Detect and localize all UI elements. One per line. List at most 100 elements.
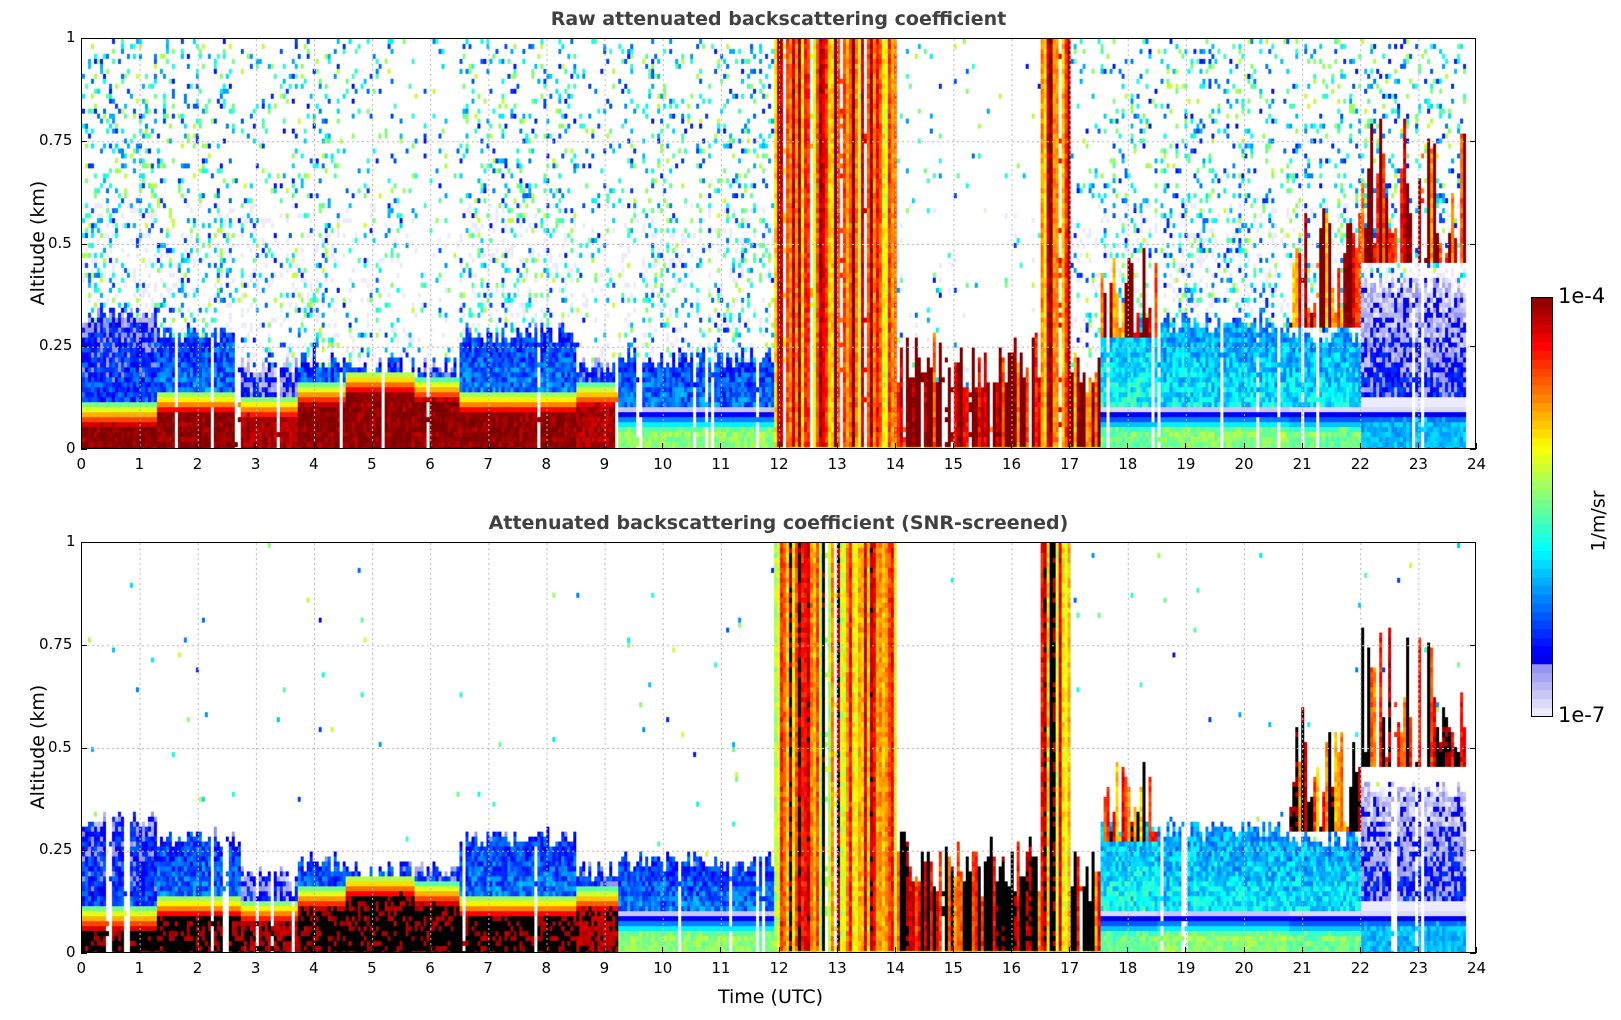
y-tick-label: 1 — [66, 532, 76, 550]
x-tick-label: 8 — [541, 959, 552, 977]
x-tick-mark — [487, 443, 489, 449]
y-tick-label: 0 — [66, 439, 76, 457]
x-tick-label: 22 — [1350, 959, 1370, 977]
y-tick-mark — [1470, 542, 1476, 543]
x-tick-label: 7 — [483, 455, 493, 473]
x-tick-mark — [1417, 947, 1419, 953]
x-tick-mark — [197, 443, 199, 449]
x-tick-label: 11 — [711, 455, 731, 473]
x-tick-label: 24 — [1467, 455, 1487, 473]
x-tick-mark — [313, 947, 315, 953]
x-tick-mark — [371, 443, 373, 449]
x-tick-label: 4 — [309, 455, 319, 473]
y-tick-mark — [81, 38, 87, 39]
x-tick-label: 9 — [599, 959, 610, 977]
x-tick-mark — [546, 443, 547, 449]
x-tick-mark — [778, 947, 780, 953]
x-tick-mark — [81, 947, 82, 953]
y-tick-mark — [1470, 140, 1476, 142]
x-tick-label: 17 — [1060, 455, 1080, 473]
y-tick-label: 0.5 — [48, 737, 72, 756]
x-tick-label: 23 — [1408, 455, 1428, 473]
y-tick-mark — [81, 850, 87, 852]
x-tick-mark — [1243, 947, 1245, 953]
x-tick-label: 6 — [425, 959, 435, 977]
colorbar-min-label: 1e-7 — [1558, 703, 1606, 727]
y-tick-label: 0.5 — [48, 233, 72, 252]
y-axis-label-screened: Altitude (km) — [27, 684, 49, 810]
x-tick-label: 20 — [1234, 959, 1254, 977]
x-tick-mark — [429, 947, 431, 953]
x-tick-mark — [197, 947, 199, 953]
y-tick-mark — [1470, 644, 1476, 646]
x-tick-label: 21 — [1292, 959, 1312, 977]
x-tick-label: 0 — [76, 959, 87, 977]
colorbar-label: 1/m/sr — [1587, 490, 1610, 552]
x-tick-mark — [894, 443, 896, 449]
x-tick-label: 22 — [1350, 455, 1370, 473]
x-tick-mark — [952, 443, 954, 449]
x-tick-label: 2 — [192, 455, 203, 473]
x-tick-label: 20 — [1234, 455, 1254, 473]
y-tick-label: 0.25 — [39, 840, 73, 859]
x-tick-label: 4 — [309, 959, 319, 977]
x-tick-label: 16 — [1002, 455, 1022, 473]
x-tick-mark — [894, 947, 896, 953]
y-tick-mark — [1470, 243, 1476, 245]
x-tick-mark — [836, 947, 838, 953]
x-tick-mark — [662, 947, 664, 953]
x-tick-label: 10 — [653, 455, 673, 473]
x-tick-mark — [429, 443, 431, 449]
x-tick-mark — [255, 947, 257, 953]
x-tick-label: 8 — [541, 455, 552, 473]
x-tick-mark — [1243, 443, 1245, 449]
heatmap-screened — [81, 542, 1477, 954]
x-tick-label: 21 — [1292, 455, 1312, 473]
x-tick-mark — [836, 443, 838, 449]
x-tick-label: 5 — [367, 455, 377, 473]
y-tick-mark — [1470, 346, 1476, 348]
x-tick-mark — [1185, 443, 1187, 449]
x-tick-mark — [778, 443, 780, 449]
x-tick-mark — [1011, 443, 1012, 449]
x-tick-label: 13 — [827, 455, 847, 473]
x-tick-label: 5 — [367, 959, 377, 977]
x-tick-mark — [1417, 443, 1419, 449]
colorbar — [1531, 297, 1553, 717]
x-tick-mark — [1069, 947, 1071, 953]
x-tick-mark — [720, 947, 722, 953]
grid-screened — [82, 543, 1477, 954]
x-axis-label: Time (UTC) — [718, 986, 824, 1008]
x-tick-label: 12 — [769, 455, 789, 473]
y-tick-label: 0 — [66, 943, 76, 961]
y-tick-mark — [1470, 449, 1476, 450]
chart-title-raw: Raw attenuated backscattering coefficien… — [550, 8, 1007, 30]
x-tick-label: 3 — [250, 455, 261, 473]
x-tick-mark — [604, 947, 606, 953]
x-tick-label: 16 — [1002, 959, 1022, 977]
x-tick-label: 19 — [1176, 455, 1196, 473]
x-tick-label: 9 — [599, 455, 610, 473]
x-tick-mark — [720, 443, 722, 449]
x-tick-mark — [1359, 947, 1361, 953]
x-tick-label: 19 — [1176, 959, 1196, 977]
x-tick-mark — [1011, 947, 1012, 953]
x-tick-mark — [604, 443, 606, 449]
y-tick-mark — [81, 644, 87, 646]
heatmap-raw — [81, 38, 1477, 450]
x-tick-label: 11 — [711, 959, 731, 977]
x-tick-mark — [139, 947, 141, 953]
grid-raw — [82, 39, 1477, 450]
x-tick-mark — [1359, 443, 1361, 449]
x-tick-mark — [952, 947, 954, 953]
chart-title-screened: Attenuated backscattering coefficient (S… — [488, 512, 1069, 534]
x-tick-label: 0 — [76, 455, 87, 473]
y-tick-mark — [1470, 747, 1476, 749]
x-tick-label: 18 — [1118, 455, 1138, 473]
x-tick-label: 13 — [827, 959, 847, 977]
x-tick-mark — [1476, 443, 1477, 449]
y-tick-mark — [1470, 850, 1476, 852]
x-tick-label: 17 — [1060, 959, 1080, 977]
colorbar-max-label: 1e-4 — [1558, 284, 1606, 308]
x-tick-mark — [371, 947, 373, 953]
